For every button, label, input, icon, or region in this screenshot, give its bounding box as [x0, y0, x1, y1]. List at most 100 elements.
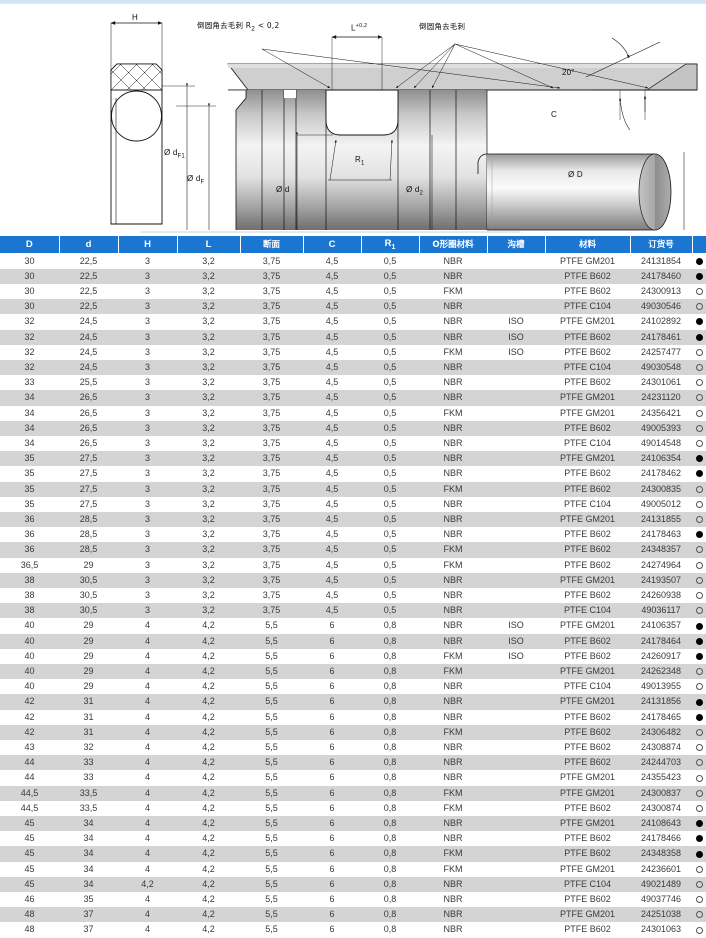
cell-material: PTFE GM201 [559, 772, 615, 783]
col-header-material[interactable]: 材料 [545, 236, 631, 254]
cell-cross-section: 5,5 [265, 681, 278, 692]
table-row[interactable]: 33 25,5 3 3,2 3,75 4,5 0,5 NBR PTFE B602 24301061 [0, 375, 706, 391]
table-row[interactable]: 42 31 4 4,2 5,5 6 0,8 NBR PTFE GM201 24131856 [0, 694, 706, 710]
cell-availability [692, 284, 706, 299]
table-row[interactable]: 38 30,5 3 3,2 3,75 4,5 0,5 NBR PTFE C104 49036117 [0, 603, 706, 619]
col-header-oring-material[interactable]: O形圈材料 [419, 236, 488, 254]
cell-d: 29 [83, 665, 94, 676]
cell-D: 35 [24, 483, 35, 494]
col-header-d[interactable]: d [59, 236, 119, 254]
cell-availability [692, 527, 706, 542]
table-row[interactable]: 30 22,5 3 3,2 3,75 4,5 0,5 NBR PTFE B602 24178460 [0, 268, 706, 284]
cell-L: 3,2 [202, 301, 215, 312]
cell-L: 4,2 [202, 772, 215, 783]
table-row[interactable]: 46 35 4 4,2 5,5 6 0,8 NBR PTFE B602 49037746 [0, 892, 706, 908]
table-row[interactable]: 48 37 4 4,2 5,5 6 0,8 NBR PTFE B602 24301063 [0, 922, 706, 938]
table-row[interactable]: 36 28,5 3 3,2 3,75 4,5 0,5 NBR PTFE GM201 2413185… [0, 511, 706, 528]
cell-availability [692, 618, 706, 633]
table-row[interactable]: 30 22,5 3 3,2 3,75 4,5 0,5 NBR PTFE C104 49030546 [0, 299, 706, 315]
cell-cross-section: 5,5 [265, 802, 278, 813]
table-row[interactable]: 44,5 33,5 4 4,2 5,5 6 0,8 FKM PTFE B602 24300874 [0, 800, 706, 817]
cell-order-number: 24131856 [640, 696, 682, 707]
col-header-C[interactable]: C [303, 236, 362, 254]
cell-L: 3,2 [202, 316, 215, 327]
table-row[interactable]: 30 22,5 3 3,2 3,75 4,5 0,5 FKM PTFE B602 24300913 [0, 283, 706, 300]
col-header-availability[interactable] [692, 236, 706, 254]
cell-H: 3 [144, 407, 150, 418]
cell-d: 33,5 [79, 787, 98, 798]
cell-material: PTFE B602 [564, 894, 611, 905]
table-row[interactable]: 45 34 4 4,2 5,5 6 0,8 FKM PTFE B602 24348358 [0, 846, 706, 862]
table-row[interactable]: 44,5 33,5 4 4,2 5,5 6 0,8 FKM PTFE GM201 24300837 [0, 785, 706, 801]
cell-availability [692, 634, 706, 649]
cell-C: 6 [329, 833, 335, 844]
cell-order-number: 24300874 [640, 802, 682, 813]
table-row[interactable]: 38 30,5 3 3,2 3,75 4,5 0,5 NBR PTFE GM201 2419350… [0, 572, 706, 588]
cell-D: 44 [24, 757, 35, 768]
col-header-order-number[interactable]: 订货号 [630, 236, 693, 254]
cell-order-number: 24308874 [640, 742, 682, 752]
table-row[interactable]: 45 34 4 4,2 5,5 6 0,8 FKM PTFE GM201 24236601 [0, 861, 706, 877]
table-row[interactable]: 45 34 4 4,2 5,5 6 0,8 NBR PTFE GM201 24108643 [0, 816, 706, 832]
table-row[interactable]: 44 33 4 4,2 5,5 6 0,8 NBR PTFE B602 24244703 [0, 755, 706, 771]
col-header-L[interactable]: L [177, 236, 241, 254]
table-row[interactable]: 32 24,5 3 3,2 3,75 4,5 0,5 NBR ISO PTFE B602 24178… [0, 329, 706, 345]
table-row[interactable]: 36,5 29 3 3,2 3,75 4,5 0,5 FKM PTFE B602 24274964 [0, 557, 706, 573]
table-row[interactable]: 44 33 4 4,2 5,5 6 0,8 NBR PTFE GM201 24355423 [0, 770, 706, 786]
table-row[interactable]: 35 27,5 3 3,2 3,75 4,5 0,5 FKM PTFE B602 24300835 [0, 481, 706, 497]
cell-material: PTFE C104 [563, 301, 612, 312]
cell-cross-section: 3,75 [262, 529, 281, 540]
cell-C: 4,5 [325, 468, 339, 479]
col-header-R1[interactable]: R1 [361, 236, 420, 254]
col-header-D[interactable]: D [0, 236, 60, 254]
table-row[interactable]: 45 34 4 4,2 5,5 6 0,8 NBR PTFE B602 24178466 [0, 831, 706, 847]
table-row[interactable]: 34 26,5 3 3,2 3,75 4,5 0,5 NBR PTFE C104 49014548 [0, 435, 706, 452]
cell-D: 38 [24, 574, 35, 585]
cell-R1: 0,8 [383, 848, 397, 859]
cell-oring-material: NBR [443, 361, 463, 372]
table-row[interactable]: 35 27,5 3 3,2 3,75 4,5 0,5 NBR PTFE GM201 2410635… [0, 451, 706, 467]
cell-oring-material: NBR [443, 711, 463, 722]
table-row[interactable]: 34 26,5 3 3,2 3,75 4,5 0,5 FKM PTFE GM201 2435642… [0, 405, 706, 421]
cell-D: 35 [24, 468, 35, 479]
cell-cross-section: 5,5 [265, 772, 278, 783]
table-row[interactable]: 32 24,5 3 3,2 3,75 4,5 0,5 NBR ISO PTFE GM201 2410… [0, 314, 706, 330]
cell-D: 40 [24, 665, 35, 676]
cell-cross-section: 3,75 [262, 301, 281, 312]
cell-material: PTFE C104 [563, 605, 612, 616]
cell-C: 6 [329, 772, 335, 783]
col-header-groove[interactable]: 沟槽 [487, 236, 546, 254]
cell-C: 6 [329, 665, 335, 676]
cell-order-number: 24348357 [640, 544, 682, 555]
table-row[interactable]: 34 26,5 3 3,2 3,75 4,5 0,5 NBR PTFE B602 49005393 [0, 420, 706, 436]
table-row[interactable]: 40 29 4 4,2 5,5 6 0,8 NBR ISO PTFE GM201 24106357 [0, 618, 706, 634]
table-row[interactable]: 48 37 4 4,2 5,5 6 0,8 NBR PTFE GM201 24251038 [0, 907, 706, 923]
note-deburr-left-r: R [245, 21, 252, 30]
col-header-H[interactable]: H [118, 236, 178, 254]
availability-open-icon [695, 668, 703, 676]
table-row[interactable]: 40 29 4 4,2 5,5 6 0,8 FKM PTFE GM201 24262348 [0, 663, 706, 680]
table-row[interactable]: 30 22,5 3 3,2 3,75 4,5 0,5 NBR PTFE GM201 2413185… [0, 253, 706, 269]
table-row[interactable]: 35 27,5 3 3,2 3,75 4,5 0,5 NBR PTFE B602 24178462 [0, 466, 706, 482]
table-row[interactable]: 36 28,5 3 3,2 3,75 4,5 0,5 FKM PTFE B602 24348357 [0, 542, 706, 558]
table-row[interactable]: 40 29 4 4,2 5,5 6 0,8 NBR PTFE C104 49013955 [0, 679, 706, 695]
table-row[interactable]: 38 30,5 3 3,2 3,75 4,5 0,5 NBR PTFE B602 24260938 [0, 587, 706, 604]
table-row[interactable]: 32 24,5 3 3,2 3,75 4,5 0,5 FKM ISO PTFE B602 24257… [0, 344, 706, 360]
availability-filled-icon [695, 835, 703, 843]
cell-D: 45 [24, 848, 35, 859]
table-row[interactable]: 40 29 4 4,2 5,5 6 0,8 NBR ISO PTFE B602 24178464 [0, 633, 706, 649]
table-row[interactable]: 35 27,5 3 3,2 3,75 4,5 0,5 NBR PTFE C104 49005012 [0, 496, 706, 512]
table-row[interactable]: 40 29 4 4,2 5,5 6 0,8 FKM ISO PTFE B602 24260917 [0, 648, 706, 664]
table-row[interactable]: 45 34 4,2 4,2 5,5 6 0,8 NBR PTFE C104 49021489 [0, 876, 706, 893]
table-row[interactable]: 34 26,5 3 3,2 3,75 4,5 0,5 NBR PTFE GM201 2423112… [0, 390, 706, 406]
table-row[interactable]: 36 28,5 3 3,2 3,75 4,5 0,5 NBR PTFE B602 24178463 [0, 527, 706, 543]
availability-open-icon [695, 911, 703, 919]
table-row[interactable]: 43 32 4 4,2 5,5 6 0,8 NBR PTFE B602 24308874 [0, 740, 706, 756]
col-header-cross-section[interactable]: 断面 [240, 236, 304, 254]
cell-order-number: 24106354 [640, 453, 682, 464]
table-row[interactable]: 42 31 4 4,2 5,5 6 0,8 NBR PTFE B602 24178465 [0, 709, 706, 725]
table-row[interactable]: 42 31 4 4,2 5,5 6 0,8 FKM PTFE B602 24306482 [0, 724, 706, 740]
availability-open-icon [695, 759, 703, 767]
table-row[interactable]: 32 24,5 3 3,2 3,75 4,5 0,5 NBR PTFE C104 49030548 [0, 359, 706, 376]
